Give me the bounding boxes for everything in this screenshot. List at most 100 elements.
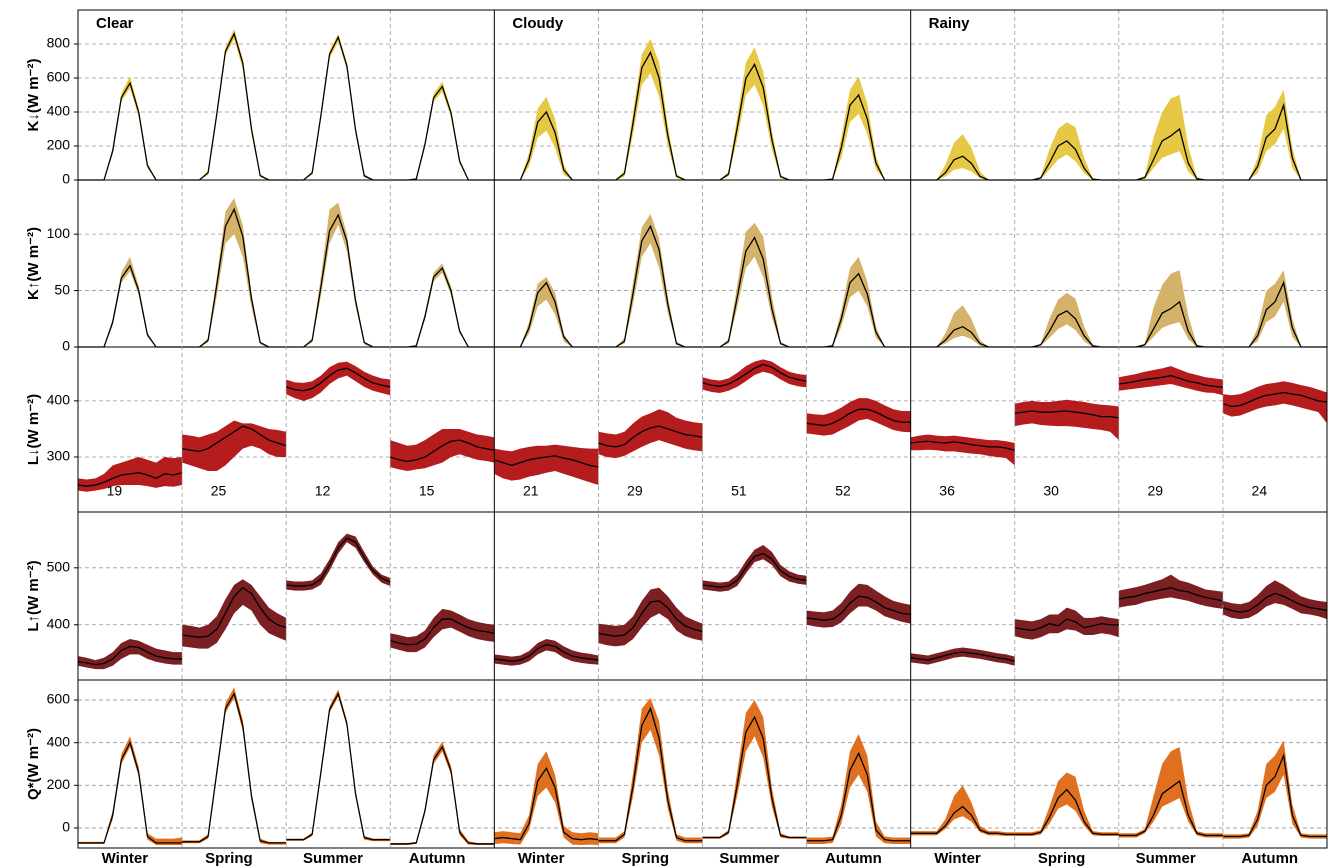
band [806,76,911,180]
mean-line [806,408,911,427]
band [1222,580,1327,620]
band [286,689,391,842]
band [1118,95,1223,180]
mean-line [390,439,495,463]
y-tick-label: 200 [47,776,71,792]
band [286,533,391,591]
season-label: Autumn [1241,850,1298,867]
mean-line [286,537,391,587]
mean-line [285,367,391,392]
band [1118,746,1223,838]
count-label: 15 [419,483,435,499]
mean-line [598,425,703,448]
y-tick-label: 200 [47,137,71,153]
mean-line [78,740,183,844]
band [78,736,183,846]
mean-line [1014,788,1119,836]
y-tick-label: 50 [54,281,70,297]
count-label: 12 [315,483,331,499]
y-tick-label: 400 [47,103,71,119]
band [390,263,495,347]
mean-line [1014,618,1119,632]
mean-line [1222,391,1328,408]
band [494,444,599,486]
mean-line [494,644,599,662]
y-axis-label: Q*(W m⁻²) [25,728,42,800]
band [702,359,807,394]
band [494,96,599,180]
mean-line [78,264,183,348]
band [1014,607,1119,640]
season-label: Summer [719,850,779,867]
band [598,587,703,647]
mean-line [77,645,183,666]
band [494,277,599,347]
season-label: Summer [1136,850,1196,867]
count-label: 52 [835,483,851,499]
band [702,700,807,839]
band [910,785,1015,837]
season-label: Summer [303,850,363,867]
y-tick-label: 400 [47,392,71,408]
mean-line [390,85,495,181]
band [182,198,287,347]
count-label: 19 [107,483,123,499]
count-label: 36 [939,483,955,499]
band [910,434,1015,466]
y-tick-label: 100 [47,225,71,241]
count-label: 29 [627,483,643,499]
season-label: Spring [205,850,253,867]
y-tick-label: 400 [47,615,71,631]
mean-line [598,224,703,348]
condition-label: Clear [96,15,134,32]
band [78,76,183,180]
y-tick-label: 600 [47,691,71,707]
count-label: 30 [1043,483,1059,499]
mean-line [702,715,807,839]
y-tick-label: 500 [47,559,71,575]
band [702,222,807,347]
band [702,47,807,181]
band [182,579,287,649]
band [806,398,911,436]
condition-label: Cloudy [512,15,563,32]
season-label: Spring [622,850,670,867]
band [702,545,807,592]
mean-line [182,691,287,844]
band [78,638,183,670]
frame [77,9,1328,849]
band [390,428,495,472]
band [598,213,703,347]
y-tick-label: 800 [47,35,71,51]
band [1014,122,1119,180]
band [598,409,703,459]
mean-line [286,691,391,841]
band [1014,399,1119,441]
mean-line [77,472,183,487]
band [182,687,287,845]
y-tick-label: 0 [62,819,70,835]
mean-line [910,440,1015,451]
band [598,38,703,181]
season-label: Winter [518,850,565,867]
season-label: Spring [1038,850,1086,867]
mean-line [181,425,287,453]
band [1118,574,1223,609]
band [1222,270,1327,347]
band [494,638,599,666]
band [598,697,703,844]
y-tick-label: 300 [47,448,71,464]
band [1222,381,1327,424]
season-label: Autumn [409,850,466,867]
band [390,608,495,653]
band [806,734,911,844]
band [1014,772,1119,837]
band [1222,89,1327,180]
mean-line [1118,374,1224,389]
mean-line [182,32,287,181]
mean-line [1118,779,1223,837]
mean-line [1014,410,1119,419]
mean-line [1222,592,1328,613]
y-tick-label: 0 [62,171,70,187]
mean-line [390,745,495,845]
